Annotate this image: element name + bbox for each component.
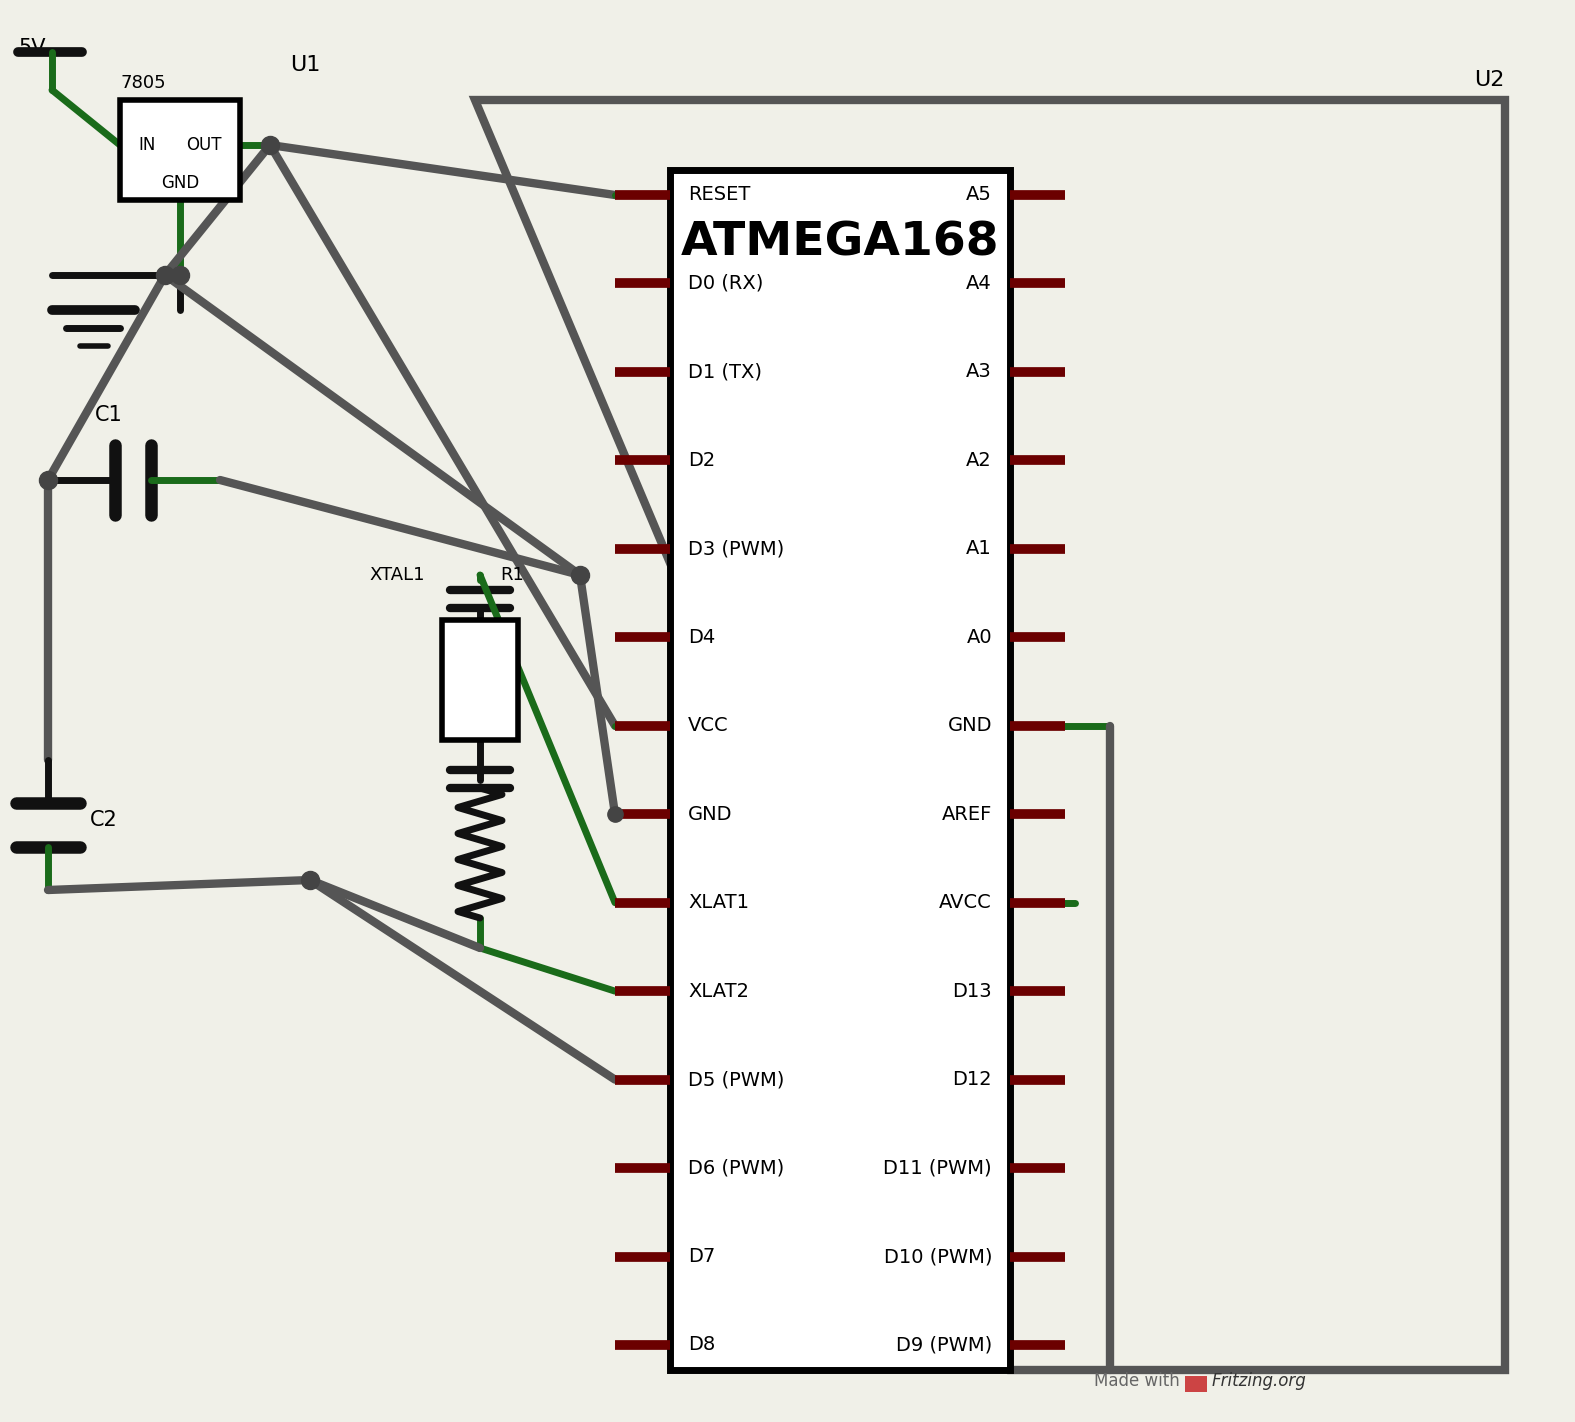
Text: XLAT2: XLAT2 <box>688 981 750 1001</box>
Text: A1: A1 <box>965 539 992 559</box>
Bar <box>443 620 518 739</box>
Text: A5: A5 <box>965 185 992 205</box>
Text: D3 (PWM): D3 (PWM) <box>688 539 784 559</box>
Text: U2: U2 <box>1474 70 1506 90</box>
Text: GND: GND <box>948 717 992 735</box>
Text: A0: A0 <box>967 627 992 647</box>
Text: D6 (PWM): D6 (PWM) <box>688 1159 784 1177</box>
Text: D11 (PWM): D11 (PWM) <box>884 1159 992 1177</box>
Text: D8: D8 <box>688 1335 715 1355</box>
Text: AREF: AREF <box>942 805 992 823</box>
Bar <box>1184 1376 1206 1392</box>
Text: OUT: OUT <box>186 137 222 154</box>
Text: R1: R1 <box>499 566 524 584</box>
Text: D0 (RX): D0 (RX) <box>688 274 764 293</box>
Text: Made with: Made with <box>1095 1372 1180 1389</box>
Text: D5 (PWM): D5 (PWM) <box>688 1071 784 1089</box>
Text: GND: GND <box>161 173 198 192</box>
Text: IN: IN <box>139 137 156 154</box>
Text: D4: D4 <box>688 627 715 647</box>
Bar <box>120 100 239 201</box>
Text: A3: A3 <box>965 363 992 381</box>
Text: 7805: 7805 <box>120 74 165 92</box>
Text: RESET: RESET <box>688 185 750 205</box>
Text: C2: C2 <box>90 811 118 830</box>
Text: A4: A4 <box>965 274 992 293</box>
Text: XLAT1: XLAT1 <box>688 893 750 912</box>
Bar <box>669 171 1010 1369</box>
Text: D2: D2 <box>688 451 715 469</box>
Text: AVCC: AVCC <box>939 893 992 912</box>
Text: D1 (TX): D1 (TX) <box>688 363 762 381</box>
Text: 5V: 5V <box>17 38 46 58</box>
Text: GND: GND <box>688 805 732 823</box>
Text: D9 (PWM): D9 (PWM) <box>896 1335 992 1355</box>
Text: A2: A2 <box>965 451 992 469</box>
Text: XTAL1: XTAL1 <box>370 566 425 584</box>
Text: Fritzing.org: Fritzing.org <box>1213 1372 1307 1389</box>
Text: VCC: VCC <box>688 717 729 735</box>
Text: D10 (PWM): D10 (PWM) <box>884 1247 992 1266</box>
Text: C1: C1 <box>94 405 123 425</box>
Text: D12: D12 <box>953 1071 992 1089</box>
Text: ATMEGA168: ATMEGA168 <box>680 220 999 264</box>
Text: D7: D7 <box>688 1247 715 1266</box>
Text: D13: D13 <box>953 981 992 1001</box>
Text: U1: U1 <box>290 55 320 75</box>
